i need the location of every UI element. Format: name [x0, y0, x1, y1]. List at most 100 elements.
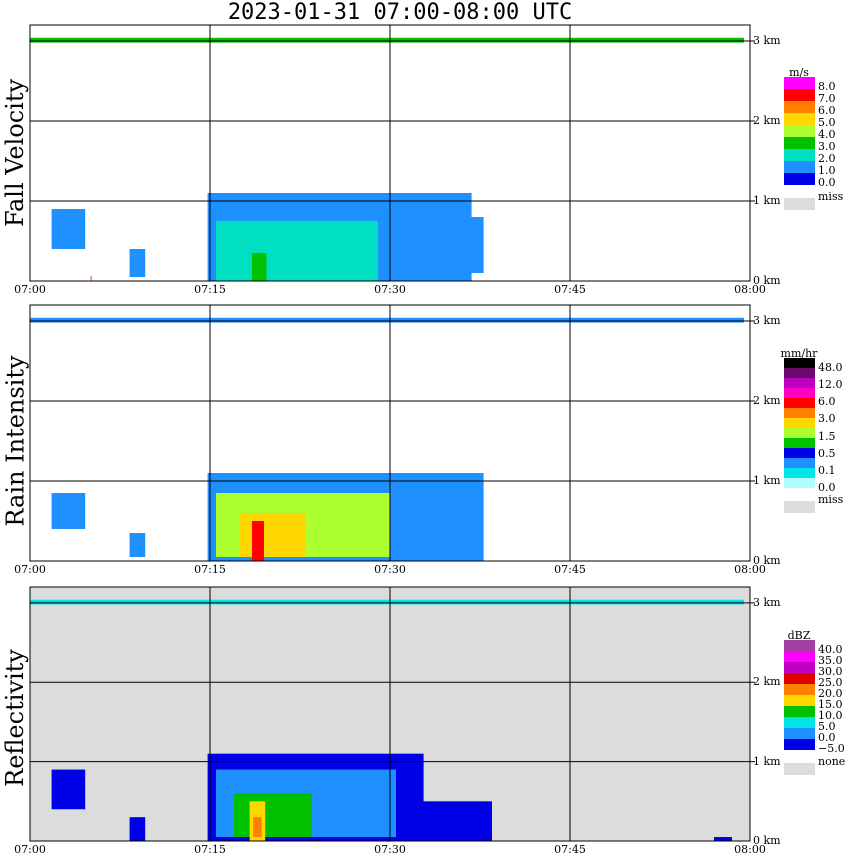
legend-swatch: [784, 368, 815, 378]
data-cell-0: [51, 769, 86, 810]
y-tick-label: 1 km: [753, 194, 781, 207]
y-tick-label: 2 km: [753, 675, 781, 689]
panel-1: [29, 24, 755, 282]
data-cell-7: [30, 317, 744, 323]
x-tick-label: 07:00: [14, 283, 46, 296]
legend-label: 1.5: [818, 429, 836, 443]
legend-label: 0.1: [818, 463, 836, 477]
x-tick-label: 08:00: [734, 563, 766, 576]
legend-swatch: [784, 113, 815, 125]
legend-swatch: [784, 161, 815, 173]
legend-label: 48.0: [818, 361, 843, 374]
legend-label: 8.0: [818, 80, 836, 93]
y-tick-label: 3 km: [753, 595, 781, 609]
data-cell-7: [414, 801, 492, 841]
legend-swatch-miss: [784, 763, 815, 775]
x-tick-label: 07:00: [14, 563, 46, 576]
x-tick-label: 07:45: [554, 283, 586, 296]
legend-swatch: [784, 468, 815, 478]
data-cell-0: [51, 493, 86, 529]
legend-swatch: [784, 640, 815, 651]
legend-swatch: [784, 173, 815, 185]
panel-3: [29, 586, 755, 842]
legend-swatch: [784, 695, 815, 706]
legend-swatch: [784, 77, 815, 89]
legend-swatch: [784, 717, 815, 728]
y-tick-label: 0 km: [753, 834, 781, 847]
legend-label: 5.0: [818, 720, 836, 733]
data-cell-9: [30, 599, 744, 605]
legend-swatch: [784, 458, 815, 468]
x-tick-label: 07:15: [194, 283, 226, 296]
legend-swatch: [784, 438, 815, 448]
data-cell-1: [129, 817, 146, 841]
x-tick-label: 08:00: [734, 283, 766, 296]
legend-label: 3.0: [818, 412, 836, 426]
data-cell-0: [90, 276, 92, 281]
legend-swatch: [784, 149, 815, 161]
y-tick-label: 0 km: [753, 554, 781, 567]
legend-label: miss: [818, 190, 844, 203]
data-cell-5: [252, 253, 267, 281]
data-cell-6: [253, 817, 262, 838]
x-tick-label: 07:00: [14, 843, 46, 856]
legend-label: miss: [818, 493, 844, 506]
legend-label: 5.0: [818, 116, 836, 129]
legend-label: 2.0: [818, 152, 836, 165]
legend-unit: m/s: [789, 66, 809, 79]
page-title: 2023-01-31 07:00-08:00 UTC: [227, 0, 573, 25]
legend-label: 6.0: [818, 104, 836, 117]
data-cell-4: [216, 221, 378, 281]
data-cell-7: [30, 37, 744, 43]
plot-frame: [29, 304, 751, 562]
legend-swatch: [784, 378, 815, 388]
panel-2: [29, 304, 755, 562]
legend-label: 15.0: [818, 698, 843, 711]
legend-swatch: [784, 428, 815, 438]
panel-title: Fall Velocity: [1, 78, 30, 228]
legend-swatch: [784, 728, 815, 739]
data-cell-6: [255, 537, 262, 557]
data-cell-1: [51, 209, 86, 249]
legend-label: 20.0: [818, 687, 843, 700]
legend-label: 1.0: [818, 164, 836, 177]
y-tick-label: 1 km: [753, 474, 781, 487]
y-tick-label: 3 km: [753, 34, 781, 47]
legend-swatch-miss: [784, 198, 815, 210]
x-tick-label: 08:00: [734, 843, 766, 856]
legend-swatch: [784, 125, 815, 137]
legend-swatch: [784, 398, 815, 408]
legend-label: −5.0: [818, 742, 845, 755]
legend-swatch: [784, 137, 815, 149]
y-tick-label: 2 km: [753, 394, 781, 407]
legend-swatch: [784, 651, 815, 662]
legend-unit: dBZ: [787, 629, 811, 642]
legend-label: 30.0: [818, 665, 843, 678]
plot-frame: [29, 24, 751, 282]
x-tick-label: 07:45: [554, 843, 586, 856]
legend-swatch: [784, 101, 815, 113]
legend-label: 3.0: [818, 140, 836, 153]
y-tick-label: 0 km: [753, 274, 781, 287]
y-tick-label: 1 km: [753, 754, 781, 768]
legend-swatch: [784, 739, 815, 750]
panel-title: Rain Intensity: [1, 355, 30, 527]
legend-swatch: [784, 673, 815, 684]
x-tick-label: 07:15: [194, 563, 226, 576]
legend-swatch: [784, 478, 815, 488]
legend-swatch: [784, 388, 815, 398]
legend-label: 0.0: [818, 481, 836, 494]
plot-frame: [29, 586, 751, 842]
legend-unit: mm/hr: [780, 347, 818, 360]
legend-label: 25.0: [818, 676, 843, 689]
x-tick-label: 07:15: [194, 843, 226, 856]
legend-label: 0.0: [818, 731, 836, 744]
legend-swatch: [784, 684, 815, 695]
data-cell-6: [459, 217, 484, 273]
y-tick-label: 2 km: [753, 114, 781, 127]
legend-label: 0.0: [818, 176, 836, 189]
legend-swatch: [784, 408, 815, 418]
data-cell-2: [129, 249, 146, 277]
legend-swatch: [784, 418, 815, 428]
